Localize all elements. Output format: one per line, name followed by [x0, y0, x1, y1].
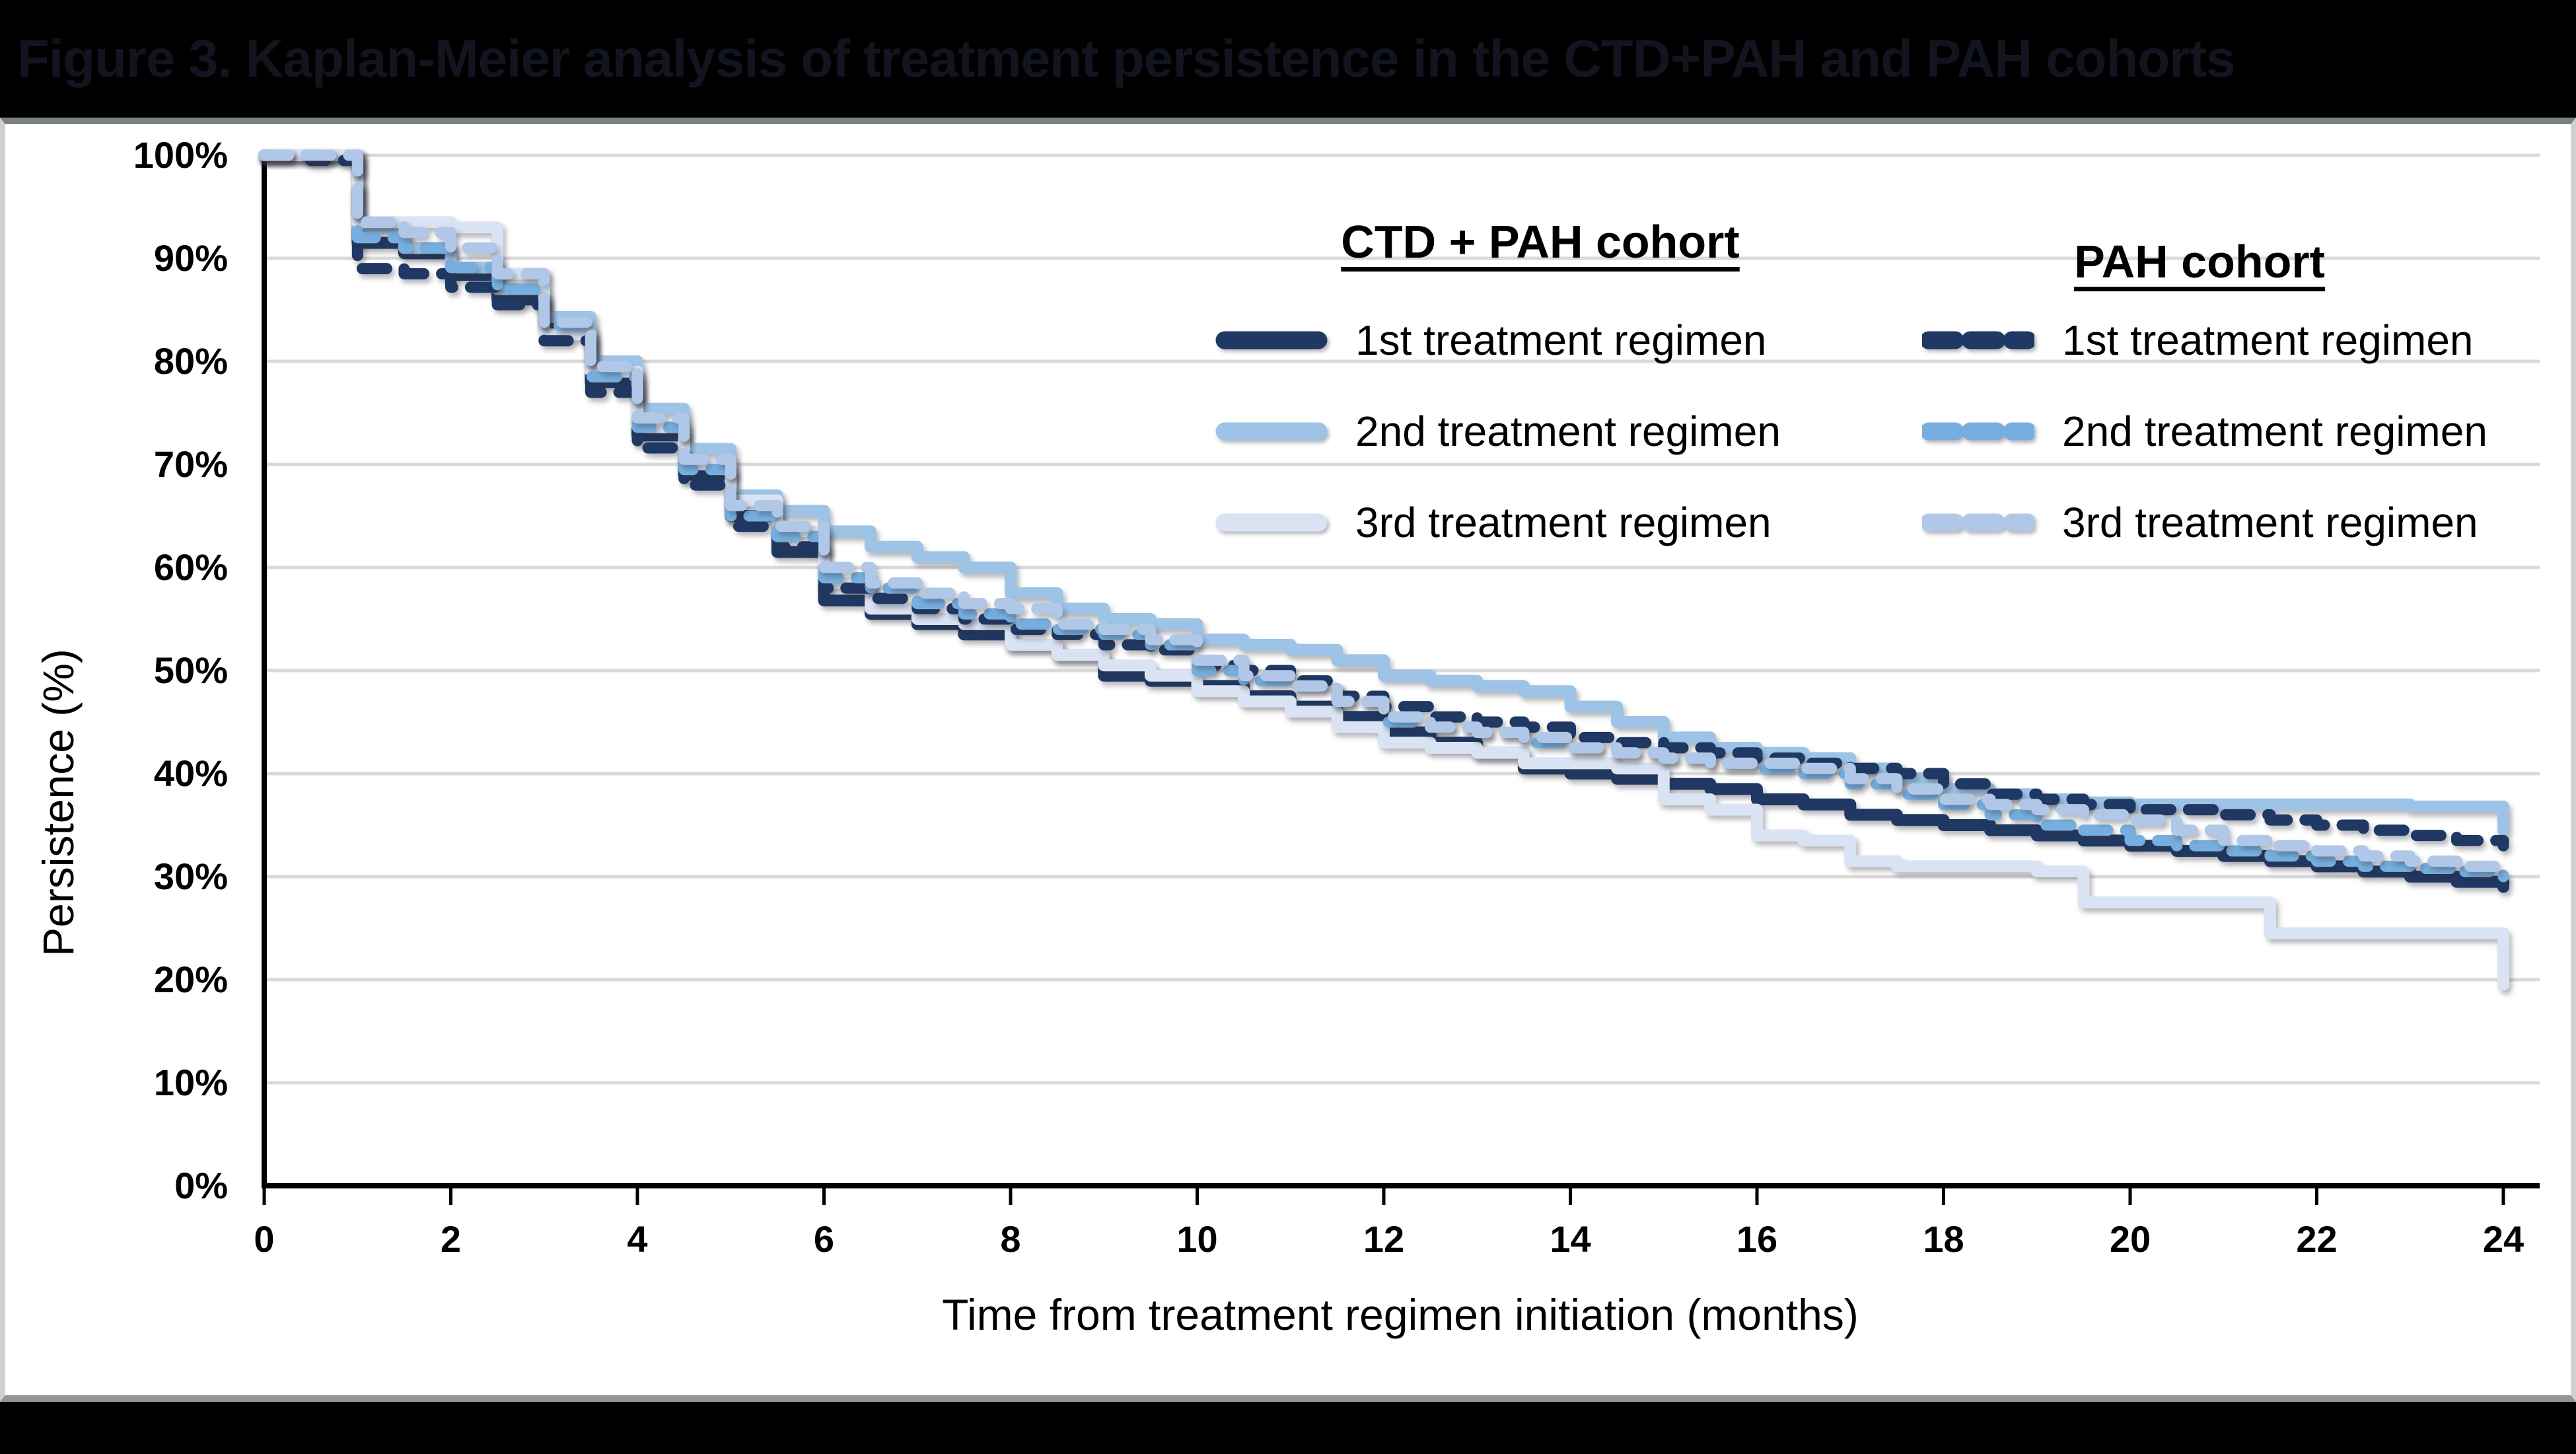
legend-item-pah-3rd: 3rd treatment regimen	[1922, 498, 2478, 547]
legend-item-ctd-2nd: 2nd treatment regimen	[1215, 407, 1781, 456]
x-tick-label: 18	[1923, 1218, 1964, 1260]
figure-title: Figure 3. Kaplan-Meier analysis of treat…	[17, 29, 2235, 88]
legend-header-ctd-pah: CTD + PAH cohort	[1341, 216, 1740, 268]
y-tick-label: 30%	[153, 855, 228, 897]
legend-label: 3rd treatment regimen	[1355, 499, 1771, 546]
x-tick-label: 16	[1736, 1218, 1778, 1260]
series-6-curve	[258, 149, 2509, 877]
x-tick-label: 4	[627, 1218, 648, 1260]
y-tick-label: 10%	[153, 1062, 228, 1103]
legend-swatch-solid-3rd-icon	[1215, 513, 1328, 532]
legend-label: 3rd treatment regimen	[2062, 499, 2478, 546]
x-tick-label: 8	[1000, 1218, 1021, 1260]
x-axis-title: Time from treatment regimen initiation (…	[942, 1290, 1859, 1339]
legend-item-ctd-3rd: 3rd treatment regimen	[1215, 498, 1771, 547]
legend-label: 2nd treatment regimen	[1355, 408, 1781, 455]
legend-label: 1st treatment regimen	[1355, 316, 1767, 364]
x-tick-label: 20	[2109, 1218, 2151, 1260]
legend-swatch-dashed-1st-icon	[1922, 331, 2034, 349]
legend-swatch-solid-2nd-icon	[1215, 422, 1328, 441]
legend-swatch-solid-1st-icon	[1215, 331, 1328, 349]
legend-label: 1st treatment regimen	[2062, 316, 2474, 364]
y-tick-label: 80%	[153, 340, 228, 382]
legend-label: 2nd treatment regimen	[2062, 408, 2487, 455]
legend-swatch-dashed-2nd-icon	[1922, 422, 2034, 441]
y-tick-label: 20%	[153, 959, 228, 1000]
x-tick-label: 10	[1176, 1218, 1218, 1260]
x-tick-label: 2	[440, 1218, 462, 1260]
y-tick-label: 70%	[153, 443, 228, 485]
x-tick-label: 12	[1363, 1218, 1405, 1260]
y-tick-label: 0%	[174, 1165, 228, 1206]
legend-item-ctd-1st: 1st treatment regimen	[1215, 316, 1767, 365]
y-tick-label: 100%	[133, 134, 228, 176]
x-tick-label: 0	[254, 1218, 275, 1260]
x-tick-label: 24	[2482, 1218, 2524, 1260]
y-tick-label: 50%	[153, 649, 228, 691]
y-axis-title: Persistence (%)	[34, 649, 83, 957]
legend-header-pah: PAH cohort	[2074, 236, 2325, 287]
y-tick-label: 90%	[153, 237, 228, 279]
x-tick-label: 14	[1550, 1218, 1591, 1260]
legend-swatch-dashed-3rd-icon	[1922, 513, 2034, 532]
slide-title-bar: Figure 3. Kaplan-Meier analysis of treat…	[0, 0, 2576, 118]
x-tick-label: 22	[2296, 1218, 2338, 1260]
y-tick-label: 40%	[153, 752, 228, 794]
y-tick-label: 60%	[153, 546, 228, 588]
x-tick-label: 6	[813, 1218, 835, 1260]
legend-item-pah-2nd: 2nd treatment regimen	[1922, 407, 2487, 456]
legend-item-pah-1st: 1st treatment regimen	[1922, 316, 2474, 365]
